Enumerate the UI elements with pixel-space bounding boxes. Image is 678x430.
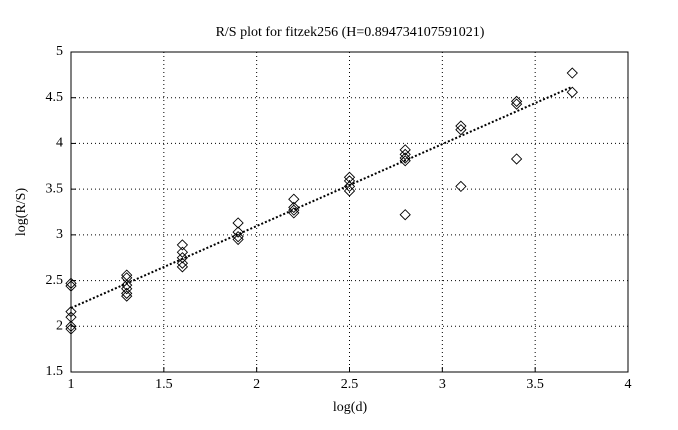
point	[566, 67, 578, 79]
point	[121, 290, 133, 302]
point	[65, 320, 77, 332]
point	[65, 306, 77, 318]
y-tick-label: 2.5	[46, 273, 64, 288]
fit-line	[70, 85, 573, 309]
point	[399, 144, 411, 156]
x-tick-label: 2	[253, 377, 260, 392]
point	[455, 120, 467, 132]
point	[399, 148, 411, 161]
y-tick-label: 2	[56, 319, 63, 334]
point	[455, 124, 467, 136]
point	[176, 252, 189, 264]
point	[232, 217, 244, 229]
x-tick-label: 4	[625, 377, 632, 392]
x-tick-label: 1	[68, 377, 75, 392]
point	[455, 180, 467, 193]
point	[510, 153, 523, 165]
point	[176, 239, 189, 251]
x-tick-label: 1.5	[155, 377, 173, 392]
x-tick-label: 3.5	[526, 377, 544, 392]
point	[232, 231, 244, 243]
y-tick-label: 4	[56, 136, 63, 151]
point	[65, 277, 77, 289]
point	[510, 95, 523, 108]
point	[121, 283, 133, 295]
point	[65, 323, 77, 335]
y-tick-label: 5	[56, 44, 63, 59]
y-tick-label: 4.5	[46, 90, 64, 105]
point	[399, 209, 411, 221]
point	[343, 171, 356, 183]
x-tick-label: 3	[439, 377, 446, 392]
point	[288, 201, 300, 214]
point	[65, 311, 77, 323]
point	[176, 257, 189, 269]
point	[176, 261, 189, 273]
plot-frame	[70, 51, 629, 373]
chart-title: R/S plot for fitzek256 (H=0.894734107591…	[216, 25, 485, 40]
point	[288, 204, 300, 216]
point	[343, 185, 356, 197]
point	[176, 246, 189, 258]
point	[65, 280, 77, 292]
point	[121, 287, 133, 300]
point	[232, 226, 244, 238]
y-tick-label: 3	[56, 227, 63, 242]
x-tick-label: 2.5	[341, 377, 359, 392]
point	[510, 98, 523, 110]
point	[288, 207, 300, 219]
point	[232, 233, 244, 246]
y-tick-label: 3.5	[46, 181, 64, 196]
y-tick-label: 1.5	[46, 364, 64, 379]
point	[399, 152, 411, 164]
point	[343, 180, 356, 193]
y-axis-label: log(R/S)	[14, 188, 29, 237]
point	[288, 193, 300, 205]
point	[566, 86, 578, 98]
x-axis-label: log(d)	[333, 400, 368, 415]
point	[121, 279, 133, 291]
